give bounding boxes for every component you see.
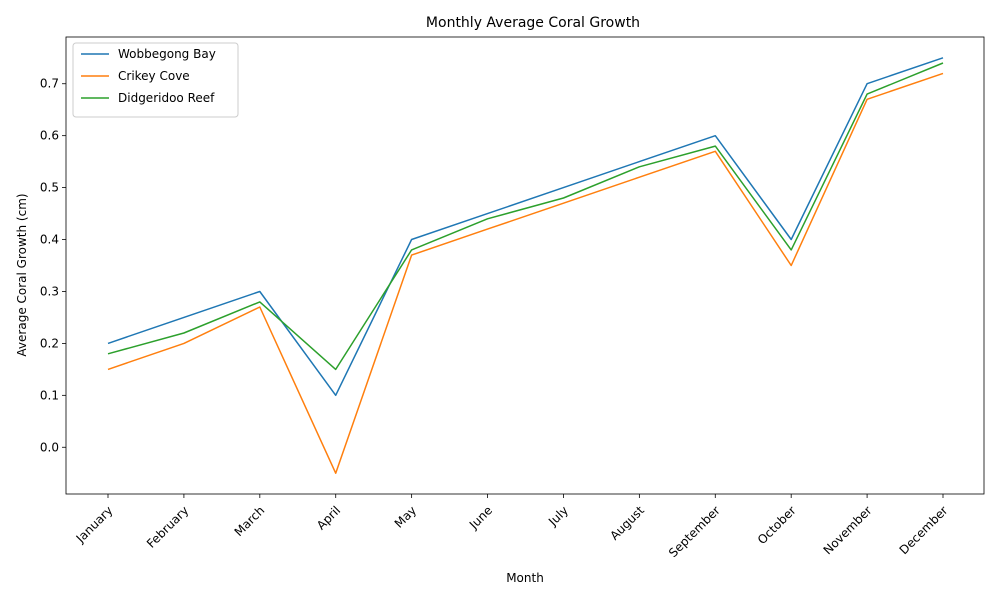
- plot-area-frame: [65, 36, 985, 495]
- y-tick-label: 0.7: [40, 77, 59, 91]
- x-tick-label: April: [314, 503, 343, 532]
- y-tick-label: 0.3: [40, 284, 59, 298]
- x-tick-label: January: [73, 503, 116, 546]
- legend-label: Didgeridoo Reef: [118, 91, 215, 105]
- x-tick-label: May: [392, 503, 419, 530]
- series-line-didgeridoo-reef: [107, 62, 944, 371]
- y-tick-label: 0.4: [40, 233, 59, 247]
- series-lines: [107, 57, 944, 474]
- x-tick-label: February: [144, 503, 192, 551]
- legend-label: Wobbegong Bay: [118, 47, 216, 61]
- y-axis-ticks: 0.0 0.1 0.2 0.3 0.4 0.5 0.6 0.7: [40, 77, 66, 454]
- y-tick-label: 0.5: [40, 181, 59, 195]
- y-tick-label: 0.2: [40, 336, 59, 350]
- x-tick-label: July: [545, 503, 571, 529]
- x-axis-label: Month: [506, 571, 544, 585]
- series-line-crikey-cove: [107, 72, 944, 474]
- series-line-wobbegong-bay: [107, 57, 944, 397]
- legend: Wobbegong Bay Crikey Cove Didgeridoo Reef: [72, 42, 239, 118]
- legend-box: [72, 42, 239, 118]
- chart-title: Monthly Average Coral Growth: [426, 15, 640, 31]
- x-tick-label: June: [466, 503, 495, 532]
- x-tick-label: October: [755, 503, 799, 547]
- y-axis-label: Average Coral Growth (cm): [15, 193, 29, 356]
- y-tick-label: 0.0: [40, 440, 59, 454]
- x-tick-label: March: [232, 503, 268, 539]
- y-tick-label: 0.6: [40, 129, 59, 143]
- x-axis-ticks: January February March April May June July Augu…: [73, 494, 951, 560]
- y-tick-label: 0.1: [40, 388, 59, 402]
- x-tick-label: November: [821, 503, 875, 557]
- x-tick-label: August: [607, 503, 647, 543]
- x-tick-label: December: [897, 503, 951, 557]
- legend-label: Crikey Cove: [118, 69, 190, 83]
- x-tick-label: September: [666, 503, 723, 560]
